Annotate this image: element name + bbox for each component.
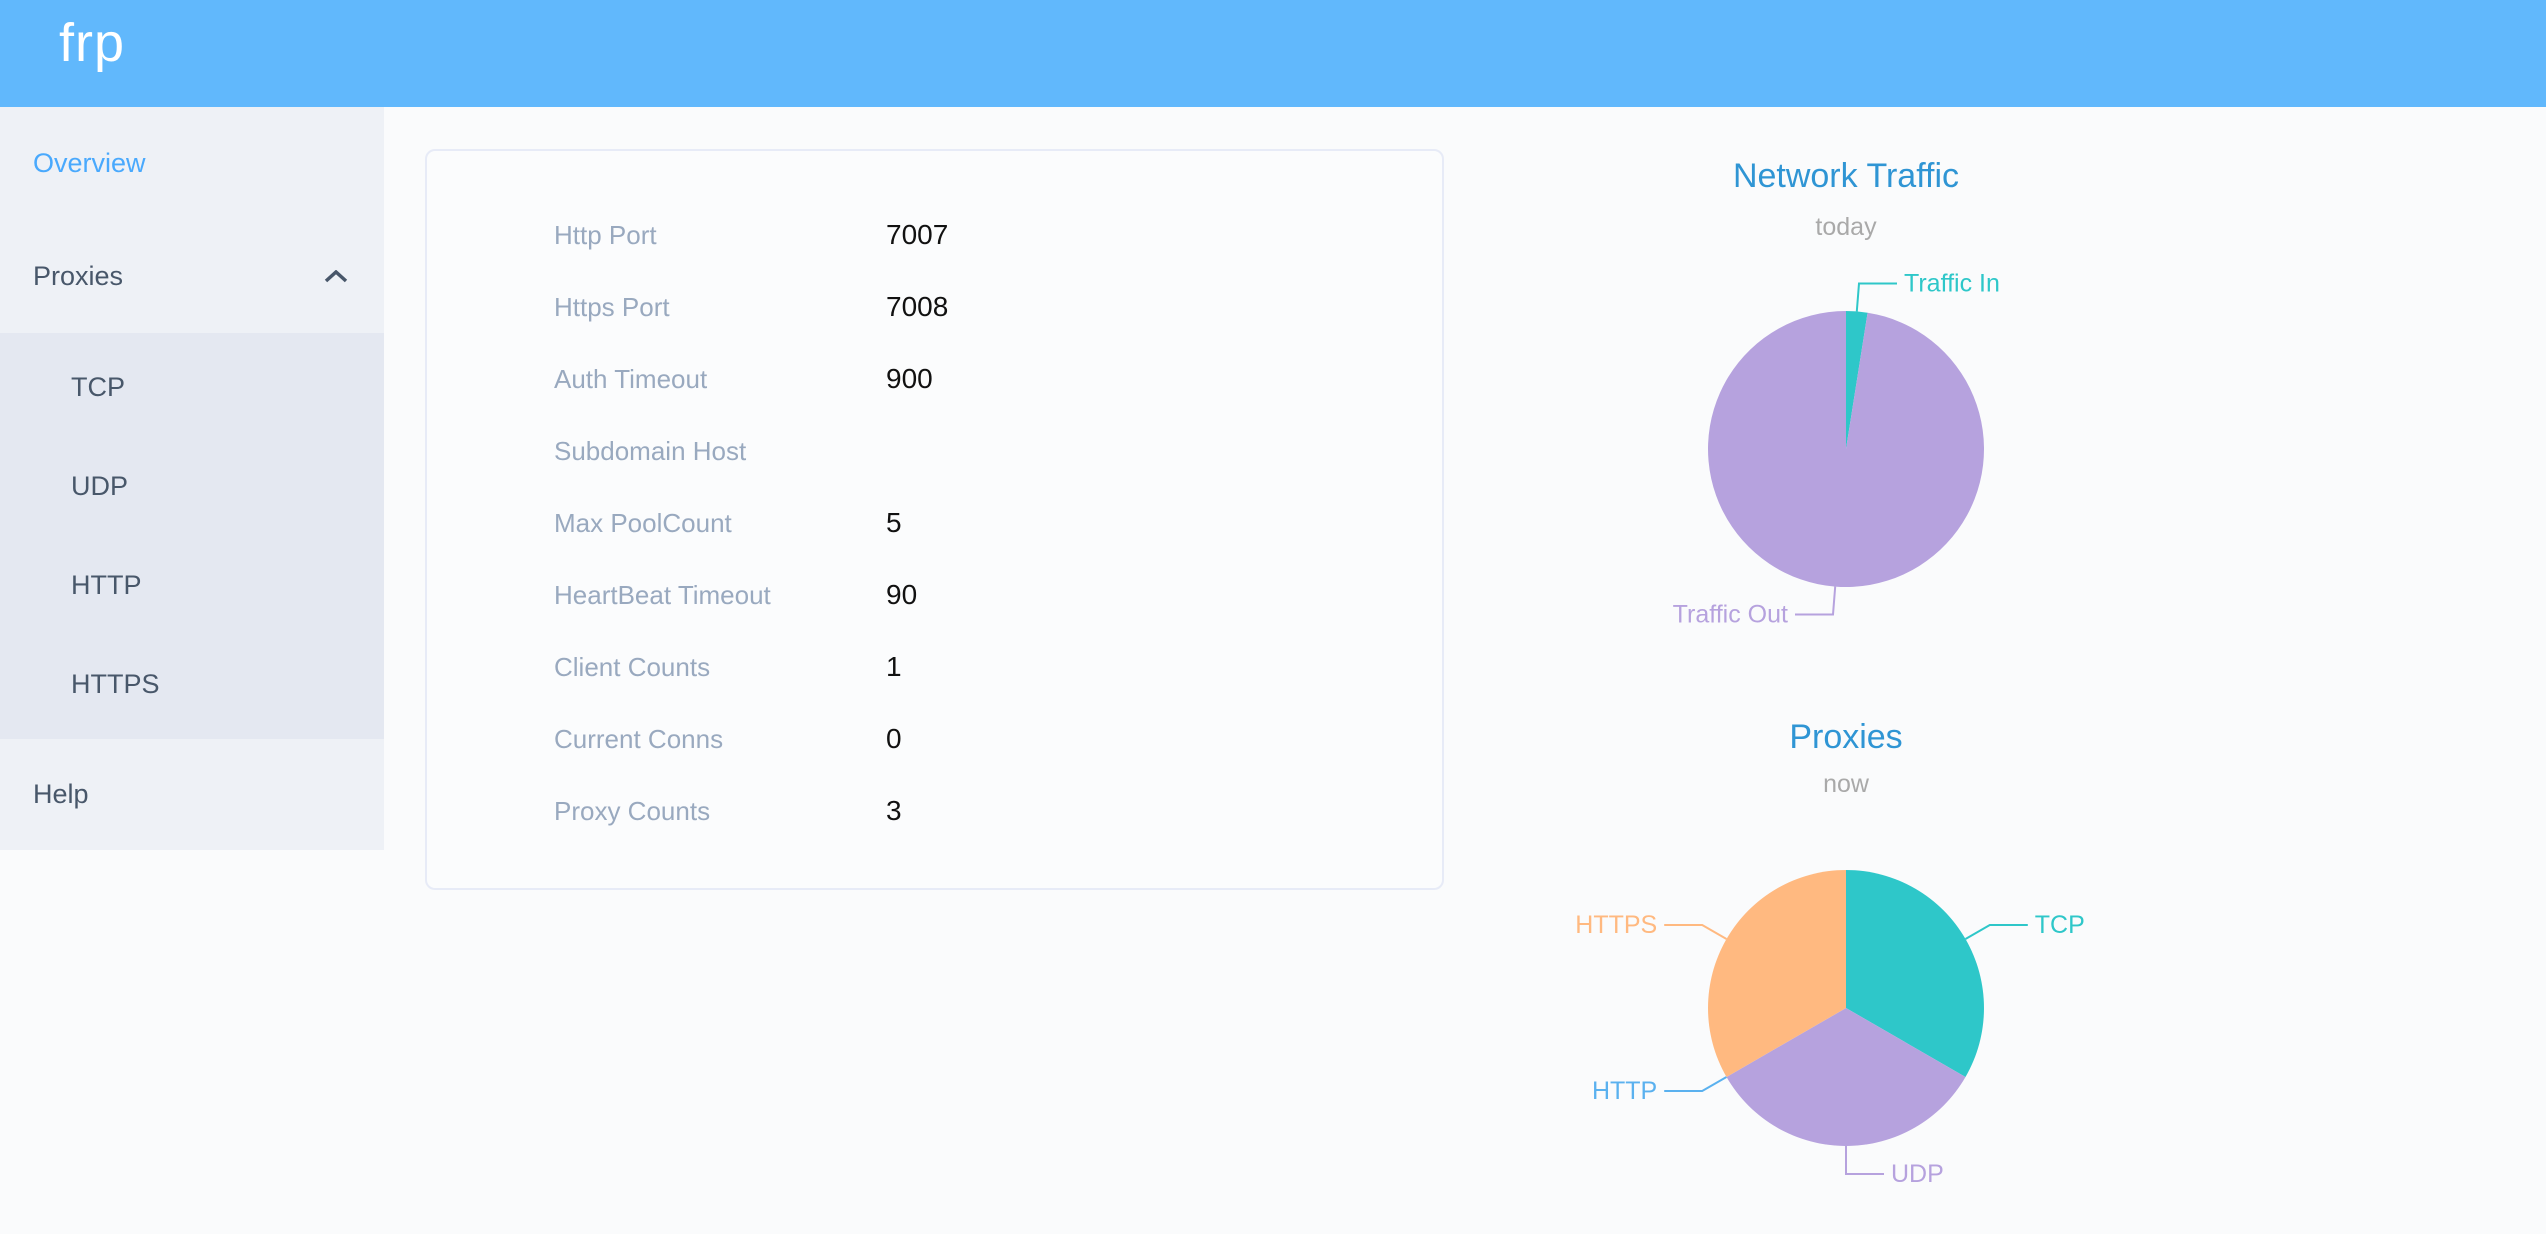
slice-label-traffic-in: Traffic In — [1904, 270, 2000, 298]
label-leader-line — [1845, 1146, 1884, 1175]
info-label: Client Counts — [554, 651, 711, 682]
sidebar-item-label: Help — [33, 779, 89, 809]
info-row-https-port: Https Port 7008 — [427, 271, 1442, 343]
app-logo: frp — [59, 13, 126, 73]
info-label: Proxy Counts — [554, 795, 711, 826]
slice-label-udp: UDP — [1891, 1160, 1944, 1188]
info-label: HeartBeat Timeout — [554, 579, 771, 610]
info-value: 5 — [886, 507, 902, 538]
info-value: 90 — [886, 579, 918, 610]
pie-slice-tcp[interactable] — [1846, 870, 1984, 1077]
pie-slice-traffic-out[interactable] — [1708, 311, 1985, 587]
info-value: 1 — [886, 651, 902, 682]
proxies-chart: Proxies now TCP UDP HTTP HTTPS — [1546, 690, 2146, 1234]
info-label: Current Conns — [554, 723, 724, 754]
slice-label-https: HTTPS — [1575, 911, 1657, 939]
sidebar-item-label: HTTP — [71, 570, 142, 600]
sidebar-item-http[interactable]: HTTP — [0, 536, 384, 635]
info-row-proxy-counts: Proxy Counts 3 — [427, 775, 1442, 847]
pie-slice-udp[interactable] — [1726, 1008, 1966, 1146]
chart-title: Proxies — [1789, 718, 1902, 756]
sidebar-item-overview[interactable]: Overview — [0, 107, 384, 220]
pie-slice-https[interactable] — [1708, 870, 1846, 1077]
sidebar-item-label: HTTPS — [71, 669, 160, 699]
app-header: frp — [0, 0, 2546, 107]
sidebar-item-label: Overview — [33, 148, 146, 178]
info-value: 7007 — [886, 219, 949, 250]
sidebar: Overview Proxies TCP UDP HTTP HTTPS Help — [0, 107, 384, 850]
info-row-max-poolcount: Max PoolCount 5 — [427, 487, 1442, 559]
info-label: Http Port — [554, 219, 657, 250]
info-label: Max PoolCount — [554, 507, 732, 538]
info-label: Subdomain Host — [554, 435, 747, 466]
label-leader-line — [1855, 282, 1897, 312]
label-leader-line — [1664, 924, 1727, 940]
info-row-http-port: Http Port 7007 — [427, 199, 1442, 271]
sidebar-item-https[interactable]: HTTPS — [0, 635, 384, 734]
network-traffic-chart: Network Traffic today Traffic In Traffic Ou… — [1546, 130, 2146, 654]
sidebar-item-label: TCP — [71, 372, 125, 402]
info-label: Auth Timeout — [554, 363, 708, 394]
info-row-heartbeat-timeout: HeartBeat Timeout 90 — [427, 559, 1442, 631]
server-info-card: Http Port 7007 Https Port 7008 Auth Time… — [425, 149, 1444, 890]
info-label: Https Port — [554, 291, 670, 322]
chart-title: Network Traffic — [1733, 157, 1959, 195]
info-value: 3 — [886, 795, 902, 826]
chart-subtitle: now — [1823, 770, 1870, 798]
info-value: 900 — [886, 363, 933, 394]
slice-label-traffic-out: Traffic Out — [1673, 600, 1788, 628]
proxies-submenu: TCP UDP HTTP HTTPS — [0, 333, 384, 739]
sidebar-item-udp[interactable]: UDP — [0, 437, 384, 536]
chart-subtitle: today — [1815, 213, 1877, 241]
info-row-auth-timeout: Auth Timeout 900 — [427, 343, 1442, 415]
slice-label-http: HTTP — [1592, 1077, 1657, 1105]
sidebar-item-proxies[interactable]: Proxies — [0, 220, 384, 333]
info-row-client-counts: Client Counts 1 — [427, 631, 1442, 703]
sidebar-item-help[interactable]: Help — [0, 739, 384, 850]
sidebar-item-label: Proxies — [33, 261, 124, 291]
label-leader-line — [1965, 924, 2028, 940]
pie-slice-traffic-in[interactable] — [1846, 311, 1868, 449]
slice-label-tcp: TCP — [2035, 911, 2085, 939]
info-value: 0 — [886, 723, 902, 754]
sidebar-item-tcp[interactable]: TCP — [0, 338, 384, 437]
label-leader-line — [1664, 1076, 1727, 1092]
sidebar-item-label: UDP — [71, 471, 129, 501]
info-row-current-conns: Current Conns 0 — [427, 703, 1442, 775]
label-leader-line — [1795, 586, 1837, 616]
info-row-subdomain-host: Subdomain Host — [427, 415, 1442, 487]
info-value: 7008 — [886, 291, 949, 322]
chevron-up-icon — [324, 270, 348, 283]
